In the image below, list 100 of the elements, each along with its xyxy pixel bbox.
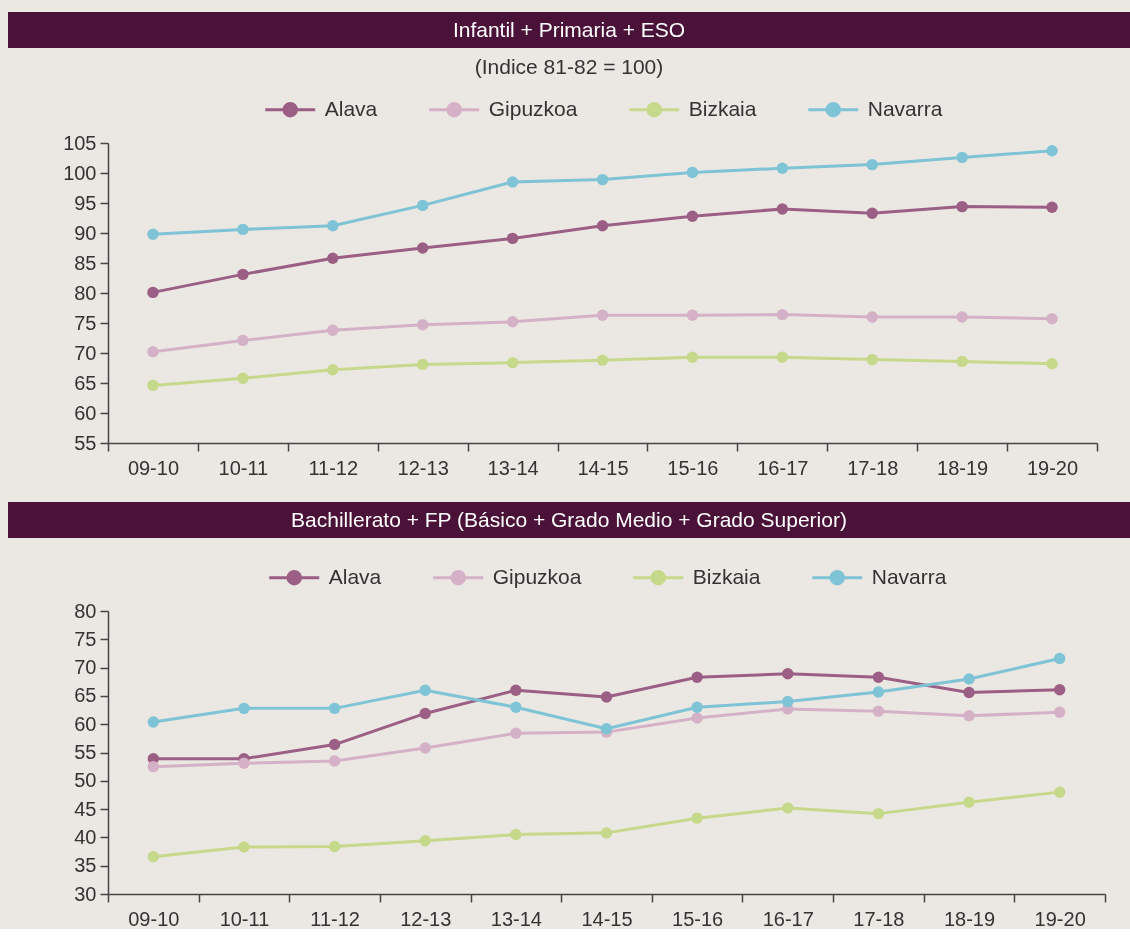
- point: [510, 727, 522, 739]
- y-tick-label: 45: [74, 797, 97, 820]
- legend-label: Gipuzkoa: [492, 564, 582, 588]
- point: [416, 358, 429, 371]
- point: [866, 207, 878, 219]
- x-tick-label: 13-14: [487, 456, 539, 479]
- y-tick-label: 75: [74, 627, 97, 650]
- point: [1053, 652, 1066, 665]
- x-tick-label: 16-17: [757, 456, 809, 479]
- x-tick-label: 12-13: [400, 907, 452, 930]
- point: [147, 716, 160, 728]
- y-tick-label: 70: [74, 656, 97, 679]
- x-tick-label: 09-10: [128, 907, 180, 930]
- point: [237, 334, 249, 347]
- x-tick-label: 09-10: [127, 456, 180, 479]
- point: [237, 223, 249, 236]
- point: [686, 166, 699, 179]
- point: [419, 707, 431, 720]
- point: [691, 712, 703, 724]
- point: [872, 671, 885, 683]
- point: [596, 354, 609, 366]
- y-tick-label: 105: [63, 131, 97, 154]
- point: [510, 828, 522, 841]
- point: [600, 827, 613, 839]
- legend-label: Navarra: [871, 564, 947, 588]
- point: [237, 268, 249, 281]
- point: [238, 702, 250, 715]
- point: [147, 850, 160, 863]
- x-tick-label: 18-19: [943, 907, 996, 930]
- point: [416, 319, 429, 331]
- point: [327, 252, 339, 264]
- point: [327, 324, 339, 336]
- point: [147, 346, 159, 358]
- point: [596, 309, 609, 321]
- x-tick-label: 13-14: [490, 907, 542, 930]
- point: [872, 807, 885, 820]
- chart-title: Bachillerato + FP (Básico + Grado Medio + Grado Superior): [291, 507, 847, 531]
- point: [416, 242, 429, 254]
- point: [963, 796, 975, 808]
- chart-title: Infantil + Primaria + ESO: [452, 17, 686, 41]
- point: [1046, 145, 1058, 157]
- point: [147, 379, 159, 392]
- point: [691, 671, 703, 683]
- y-tick-label: 30: [74, 882, 97, 905]
- legend-label: Bizkaia: [692, 564, 761, 588]
- point: [419, 835, 431, 847]
- point: [776, 351, 789, 363]
- point: [147, 286, 159, 299]
- y-tick-label: 100: [63, 161, 97, 184]
- point: [686, 351, 699, 363]
- point: [963, 710, 975, 722]
- point: [956, 151, 968, 164]
- y-tick-label: 75: [74, 311, 97, 334]
- x-tick-label: 18-19: [937, 456, 989, 479]
- point: [328, 840, 341, 853]
- point: [866, 158, 878, 171]
- point: [872, 686, 885, 698]
- x-tick-label: 14-15: [581, 907, 633, 930]
- point: [237, 372, 249, 384]
- y-tick-label: 40: [74, 825, 97, 848]
- point: [686, 210, 699, 222]
- point: [419, 742, 431, 754]
- legend-label: Gipuzkoa: [488, 96, 578, 120]
- point: [1053, 706, 1066, 718]
- y-tick-label: 60: [74, 712, 97, 735]
- point: [782, 695, 794, 708]
- point: [1046, 201, 1058, 213]
- point: [956, 355, 968, 368]
- point: [1046, 313, 1058, 325]
- y-tick-label: 70: [74, 341, 97, 364]
- legend-label: Navarra: [867, 96, 943, 120]
- point: [506, 316, 519, 328]
- point: [328, 755, 341, 767]
- x-tick-label: 14-15: [577, 456, 629, 479]
- y-tick-label: 55: [74, 741, 97, 763]
- point: [963, 686, 975, 699]
- y-tick-label: 80: [74, 599, 97, 622]
- x-tick-label: 15-16: [667, 456, 719, 479]
- point: [776, 203, 789, 215]
- point: [147, 760, 160, 773]
- point: [686, 309, 699, 321]
- point: [327, 220, 339, 232]
- point: [506, 232, 519, 245]
- legend-label: Bizkaia: [688, 96, 757, 120]
- point: [238, 757, 250, 769]
- x-tick-label: 15-16: [672, 907, 724, 930]
- point: [510, 701, 522, 713]
- point: [782, 668, 794, 680]
- y-tick-label: 95: [74, 191, 97, 214]
- point: [419, 684, 431, 696]
- point: [238, 841, 250, 853]
- point: [782, 802, 794, 814]
- y-tick-label: 35: [74, 854, 97, 877]
- point: [506, 176, 519, 188]
- y-tick-label: 65: [74, 684, 97, 707]
- x-tick-label: 12-13: [397, 456, 449, 479]
- point: [600, 691, 613, 703]
- x-tick-label: 19-20: [1034, 907, 1086, 930]
- point: [596, 220, 609, 232]
- x-tick-label: 10-11: [219, 907, 270, 930]
